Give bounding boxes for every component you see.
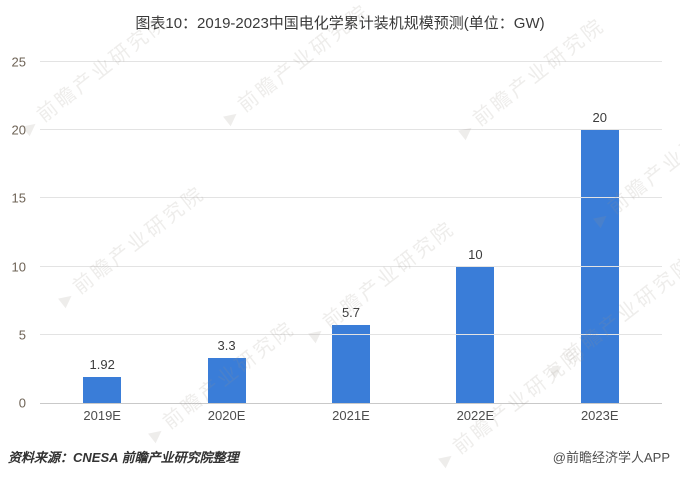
gridline (40, 197, 662, 199)
bars-container: 1.92 3.3 5.7 10 20 (40, 62, 662, 403)
x-tick-label: 2019E (83, 408, 121, 423)
x-tick-label: 2023E (580, 408, 619, 423)
gridline (40, 333, 662, 335)
bar (331, 325, 370, 403)
credit-note: @前瞻经济学人APP (552, 450, 670, 465)
gridline (40, 61, 662, 62)
y-tick-label: 25 (11, 54, 26, 70)
x-axis: 2019E 2020E 2021E 2022E 2023E (40, 408, 662, 423)
y-tick-label: 10 (11, 259, 26, 275)
bar-slot: 3.3 (164, 62, 288, 403)
y-tick-label: 15 (11, 190, 26, 206)
bar-value-label: 20 (592, 110, 607, 126)
y-tick-label: 20 (11, 122, 26, 138)
bar-slot: 20 (538, 62, 662, 403)
x-tick-label: 2020E (207, 408, 246, 423)
bar-slot: 1.92 (40, 62, 164, 403)
watermark-logo-icon: ▶ (146, 422, 169, 445)
bar (207, 358, 246, 403)
bar-slot: 5.7 (289, 62, 413, 403)
x-tick-label: 2021E (332, 408, 370, 423)
x-tick-label: 2022E (456, 408, 495, 423)
bar-value-label: 10 (468, 246, 483, 262)
gridline (40, 129, 662, 131)
bar-value-label: 1.92 (89, 356, 115, 372)
y-tick-label: 5 (18, 327, 26, 343)
bar (83, 376, 122, 403)
y-axis: 0 5 10 15 20 25 (0, 55, 34, 411)
bar-slot: 10 (413, 62, 537, 403)
watermark-logo-icon: ▶ (436, 447, 459, 470)
plot-area: 1.92 3.3 5.7 10 20 (40, 61, 662, 404)
bar-value-label: 5.7 (341, 305, 361, 321)
source-note: 资料来源：CNESA 前瞻产业研究院整理 (8, 450, 239, 465)
y-tick-label: 0 (18, 395, 26, 411)
chart-title: 图表10：2019-2023中国电化学累计装机规模预测(单位：GW) (135, 15, 545, 32)
gridline (40, 265, 662, 267)
bar-value-label: 3.3 (217, 338, 236, 353)
